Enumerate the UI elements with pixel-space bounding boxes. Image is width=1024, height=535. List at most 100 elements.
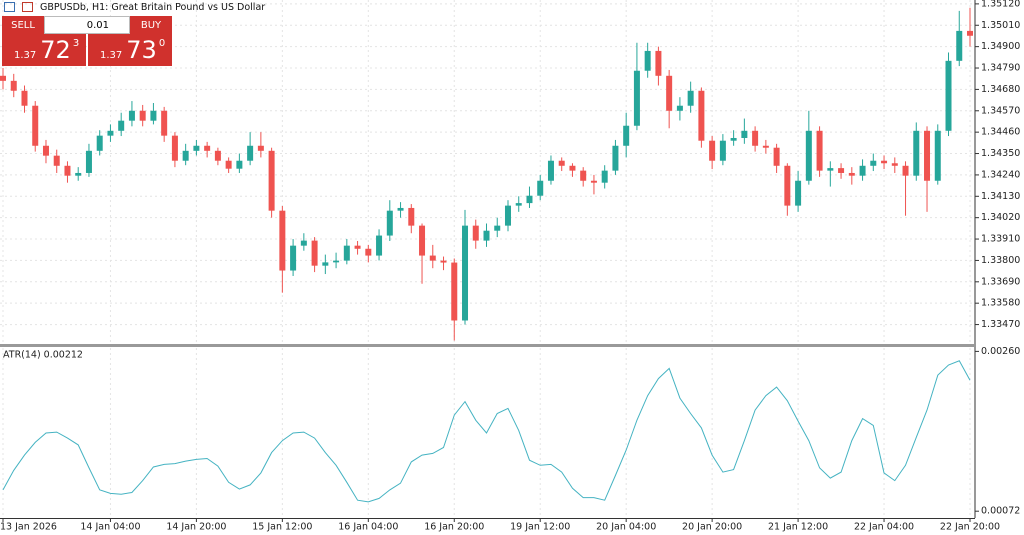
panel-separator [0, 344, 975, 347]
candle-body [139, 110, 146, 121]
x-tick-label: 16 Jan 20:00 [424, 522, 484, 533]
candle-body [247, 145, 254, 161]
bid-small: 3 [72, 38, 80, 49]
candle-body [870, 160, 877, 166]
chart-title: GBPUSDb, H1: Great Britain Pound vs US D… [40, 2, 266, 13]
candle-body [10, 80, 17, 91]
candle-body [945, 60, 952, 131]
candle-body [343, 245, 350, 261]
candle-body [440, 260, 447, 263]
candle-body [827, 168, 834, 171]
candle-body [547, 160, 554, 181]
candle-body [42, 145, 49, 156]
sell-button[interactable]: SELL [2, 16, 44, 34]
ask-small: 0 [158, 38, 166, 49]
candle-body [504, 205, 511, 226]
y-tick-label: 1.35010 [981, 20, 1020, 31]
y-tick-label: 0.00072 [981, 506, 1020, 517]
candle-body [601, 170, 608, 183]
candle-body [494, 225, 501, 231]
y-tick-label: 1.34570 [981, 105, 1020, 116]
candle-body [773, 147, 780, 166]
lot-input[interactable]: 0.01 [44, 16, 130, 34]
candle-body [655, 50, 662, 76]
y-tick-label: 1.34460 [981, 127, 1020, 138]
candle-body [118, 120, 125, 131]
candle-body [268, 150, 275, 211]
price-row: 1.37 72 3 1.37 73 0 [2, 34, 172, 66]
y-tick-label: 1.34130 [981, 191, 1020, 202]
candle-body [838, 168, 845, 173]
trade-panel: SELL 0.01 BUY 1.37 72 3 1.37 73 0 [2, 16, 172, 66]
x-tick-label: 22 Jan 04:00 [854, 522, 914, 533]
candle-body [419, 225, 426, 256]
y-tick-label: 1.34900 [981, 41, 1020, 52]
candle-body [795, 180, 802, 206]
candle-body [214, 150, 221, 161]
candle-body [408, 207, 415, 226]
candle-body [526, 195, 533, 204]
y-tick-label: 1.34680 [981, 84, 1020, 95]
candle-body [515, 203, 522, 206]
ask-price[interactable]: 1.37 73 0 [88, 34, 172, 66]
x-tick-label: 14 Jan 04:00 [80, 522, 140, 533]
x-tick-label: 16 Jan 04:00 [338, 522, 398, 533]
candle-body [687, 90, 694, 106]
candle-body [300, 240, 307, 246]
candle-body [386, 210, 393, 236]
chart-icon[interactable] [22, 2, 33, 12]
candle-body [612, 145, 619, 171]
candle-body [881, 160, 888, 164]
candle-body [32, 105, 39, 146]
candle-body [225, 160, 232, 169]
candle-body [150, 110, 157, 121]
candle-body [85, 150, 92, 173]
bid-price[interactable]: 1.37 72 3 [2, 34, 86, 66]
y-tick-label: 1.35120 [981, 0, 1020, 9]
candle-body [397, 207, 404, 211]
candle-body [182, 150, 189, 161]
y-tick-label: 1.33800 [981, 255, 1020, 266]
ask-big: 73 [126, 36, 157, 64]
trade-row: SELL 0.01 BUY [2, 16, 172, 34]
candle-body [848, 172, 855, 176]
candle-body [257, 145, 264, 151]
candle-body [472, 225, 479, 241]
x-tick-label: 20 Jan 20:00 [682, 522, 742, 533]
candle-body [236, 160, 243, 169]
candle-body [902, 165, 909, 176]
candle-body [53, 155, 60, 166]
candle-body [171, 135, 178, 161]
candle-body [322, 262, 329, 266]
candle-body [891, 163, 898, 166]
candle-body [816, 130, 823, 171]
y-tick-label: 0.00260 [981, 346, 1020, 357]
candle-body [537, 180, 544, 196]
candle-body [21, 90, 28, 106]
candle-body [333, 260, 340, 263]
candle-body [96, 135, 103, 151]
indicator-title: ATR(14) 0.00212 [3, 350, 83, 361]
x-tick-label: 19 Jan 12:00 [510, 522, 570, 533]
candle-body [290, 245, 297, 271]
candle-body [569, 165, 576, 171]
candle-body [698, 90, 705, 141]
menu-icon[interactable] [4, 2, 15, 12]
bid-big: 72 [40, 36, 71, 64]
y-tick-label: 1.34240 [981, 169, 1020, 180]
x-tick-label: 22 Jan 20:00 [940, 522, 1000, 533]
candle-body [204, 145, 211, 151]
candle-body [354, 245, 361, 249]
candle-body [107, 130, 114, 136]
buy-button[interactable]: BUY [130, 16, 172, 34]
x-tick-label: 14 Jan 20:00 [166, 522, 226, 533]
candle-body [752, 130, 759, 146]
candle-body [741, 130, 748, 138]
candle-body [924, 130, 931, 181]
candle-body [311, 240, 318, 266]
candle-body [161, 110, 168, 136]
candle-body [451, 262, 458, 321]
y-tick-label: 1.33910 [981, 234, 1020, 245]
candle-body [0, 75, 6, 81]
